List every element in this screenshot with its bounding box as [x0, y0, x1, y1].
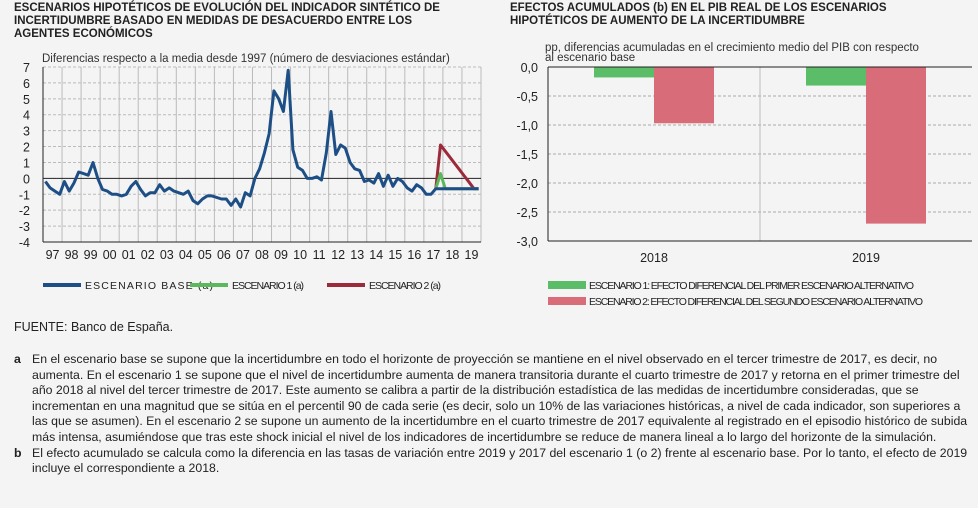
x-tick-label: 11 [313, 248, 326, 262]
source: FUENTE: Banco de España. [14, 320, 174, 334]
x-tick-label: 08 [255, 248, 269, 262]
left-y-label: Diferencias respecto a la media desde 19… [42, 53, 450, 65]
x-tick-label: 13 [350, 248, 364, 262]
legend-label: ESCENARIO 2: EFECTO DIFERENCIAL DEL SEGU… [589, 296, 923, 308]
bar-2018-escenario-2 [654, 67, 714, 124]
y-tick-label: 0,0 [521, 61, 538, 75]
legend-swatch [327, 283, 365, 287]
footnotes: a En el escenario base se supone que la i… [14, 352, 974, 477]
footnote-b: b El efecto acumulado se calcula como la … [14, 446, 974, 477]
y-tick-label: -4 [19, 236, 30, 250]
legend-label: ESCENARIO BASE (a) [85, 280, 213, 292]
y-tick-label: 6 [23, 77, 30, 91]
x-tick-label: 14 [369, 248, 383, 262]
y-tick-label: -1 [19, 188, 30, 202]
right-chart-title: EFECTOS ACUMULADOS (b) EN EL PIB REAL DE… [510, 2, 887, 27]
series-line-escenario-2 [434, 143, 479, 191]
x-tick-label: 09 [274, 248, 288, 262]
legend-swatch [43, 283, 81, 287]
y-tick-label: -2,0 [516, 177, 538, 191]
x-tick-label: 2018 [640, 251, 668, 265]
legend-swatch [548, 297, 586, 305]
x-tick-label: 12 [331, 248, 345, 262]
x-tick-label: 99 [84, 248, 98, 262]
x-tick-label: 18 [445, 248, 459, 262]
x-tick-label: 00 [103, 248, 117, 262]
legend-label: ESCENARIO 2 (a) [369, 280, 441, 292]
footnote-text: En el escenario base se supone que la in… [32, 352, 968, 444]
legend-label: ESCENARIO 1: EFECTO DIFERENCIAL DEL PRIM… [589, 280, 914, 292]
x-tick-label: 04 [179, 248, 193, 262]
x-tick-label: 16 [407, 248, 421, 262]
right-y-label: al escenario base [545, 52, 635, 64]
legend-swatch [548, 281, 586, 289]
left-chart-title: ESCENARIOS HIPOTÉTICOS DE EVOLUCIÓN DEL … [14, 2, 440, 40]
footnote-a: a En el escenario base se supone que la i… [14, 352, 974, 446]
y-tick-label: -3,0 [516, 235, 538, 249]
x-tick-label: 02 [141, 248, 155, 262]
y-tick-label: 3 [23, 125, 30, 139]
bar-2018-escenario-1 [594, 67, 654, 78]
y-tick-label: 7 [23, 61, 30, 75]
x-tick-label: 2019 [852, 251, 880, 265]
legend-label: ESCENARIO 1 (a) [232, 280, 304, 292]
charts: Diferencias respecto a la media desde 19… [19, 42, 972, 308]
y-tick-label: 1 [23, 156, 30, 170]
x-tick-label: 15 [388, 248, 402, 262]
y-tick-label: -3 [19, 220, 30, 234]
x-tick-label: 07 [236, 248, 250, 262]
x-tick-label: 05 [198, 248, 212, 262]
x-tick-label: 17 [426, 248, 440, 262]
y-tick-label: -0,5 [516, 90, 538, 104]
series-line-base [44, 68, 479, 209]
x-tick-label: 06 [217, 248, 231, 262]
footnote-mark: b [14, 445, 22, 460]
y-tick-label: 0 [23, 172, 30, 186]
y-tick-label: -2 [19, 204, 30, 218]
y-tick-label: 5 [23, 93, 30, 107]
bar-2019-escenario-1 [806, 67, 866, 86]
x-tick-label: 19 [465, 248, 479, 262]
bar-2019-escenario-2 [866, 67, 926, 224]
y-tick-label: -2,5 [516, 206, 538, 220]
x-tick-label: 03 [160, 248, 174, 262]
x-tick-label: 98 [65, 248, 79, 262]
y-tick-label: -1,5 [516, 148, 538, 162]
y-tick-label: 4 [23, 109, 30, 123]
footnote-mark: a [14, 352, 21, 366]
right-y-label: pp, diferencias acumuladas en el crecimi… [545, 42, 919, 54]
y-tick-label: 2 [23, 141, 30, 155]
x-tick-label: 01 [122, 248, 136, 262]
x-tick-label: 10 [293, 248, 307, 262]
footnote-text: El efecto acumulado se calcula como la d… [32, 445, 968, 476]
y-tick-label: -1,0 [516, 119, 538, 133]
legend-swatch [190, 283, 228, 287]
x-tick-label: 97 [46, 248, 60, 262]
